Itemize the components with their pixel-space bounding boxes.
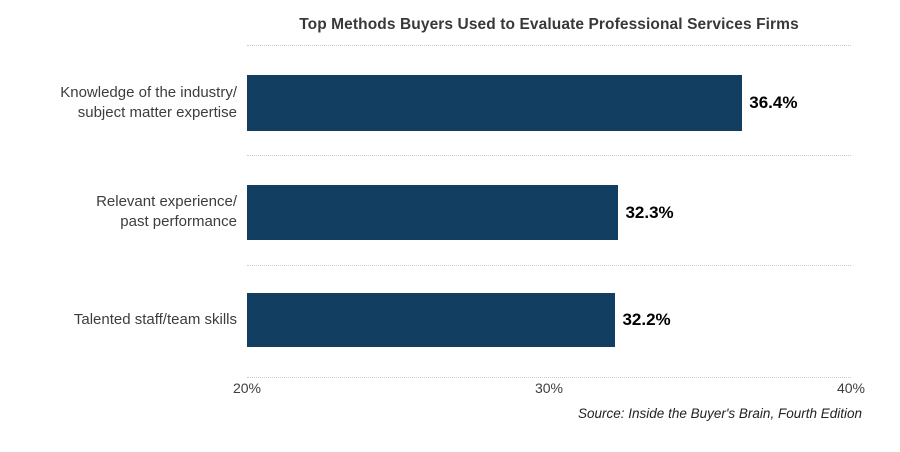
category-label-knowledge-of-industry: Knowledge of the industry/ subject matte… <box>60 84 237 121</box>
data-label: 32.2% <box>622 310 671 329</box>
gridline-separator-1 <box>247 155 851 156</box>
x-axis-tick-30: 30% <box>534 380 564 396</box>
gridline-separator-2 <box>247 265 851 266</box>
plot-area: 36.4% 32.3% 32.2% 20% 30% 40% <box>233 0 865 452</box>
bar-talented-staff <box>247 293 616 347</box>
x-axis-tick-40: 40% <box>836 380 866 396</box>
bar-row: 32.2% <box>247 293 851 347</box>
chart-title: Top Methods Buyers Used to Evaluate Prof… <box>299 16 799 33</box>
bar-row: 36.4% <box>247 75 851 131</box>
bar-relevant-experience <box>247 185 619 240</box>
data-label: 32.3% <box>625 202 674 222</box>
category-label-relevant-experience: Relevant experience/ past performance <box>96 193 237 230</box>
data-label: 36.4% <box>749 93 798 112</box>
gridline-axis-baseline <box>247 377 851 378</box>
bar-knowledge-of-industry <box>247 75 743 131</box>
category-label-talented-staff: Talented staff/team skills <box>73 311 237 328</box>
source-attribution: Source: Inside the Buyer's Brain, Fourth… <box>578 406 862 421</box>
x-axis-tick-20: 20% <box>232 380 262 396</box>
gridline-top <box>247 45 851 46</box>
bar-row: 32.3% <box>247 185 851 240</box>
